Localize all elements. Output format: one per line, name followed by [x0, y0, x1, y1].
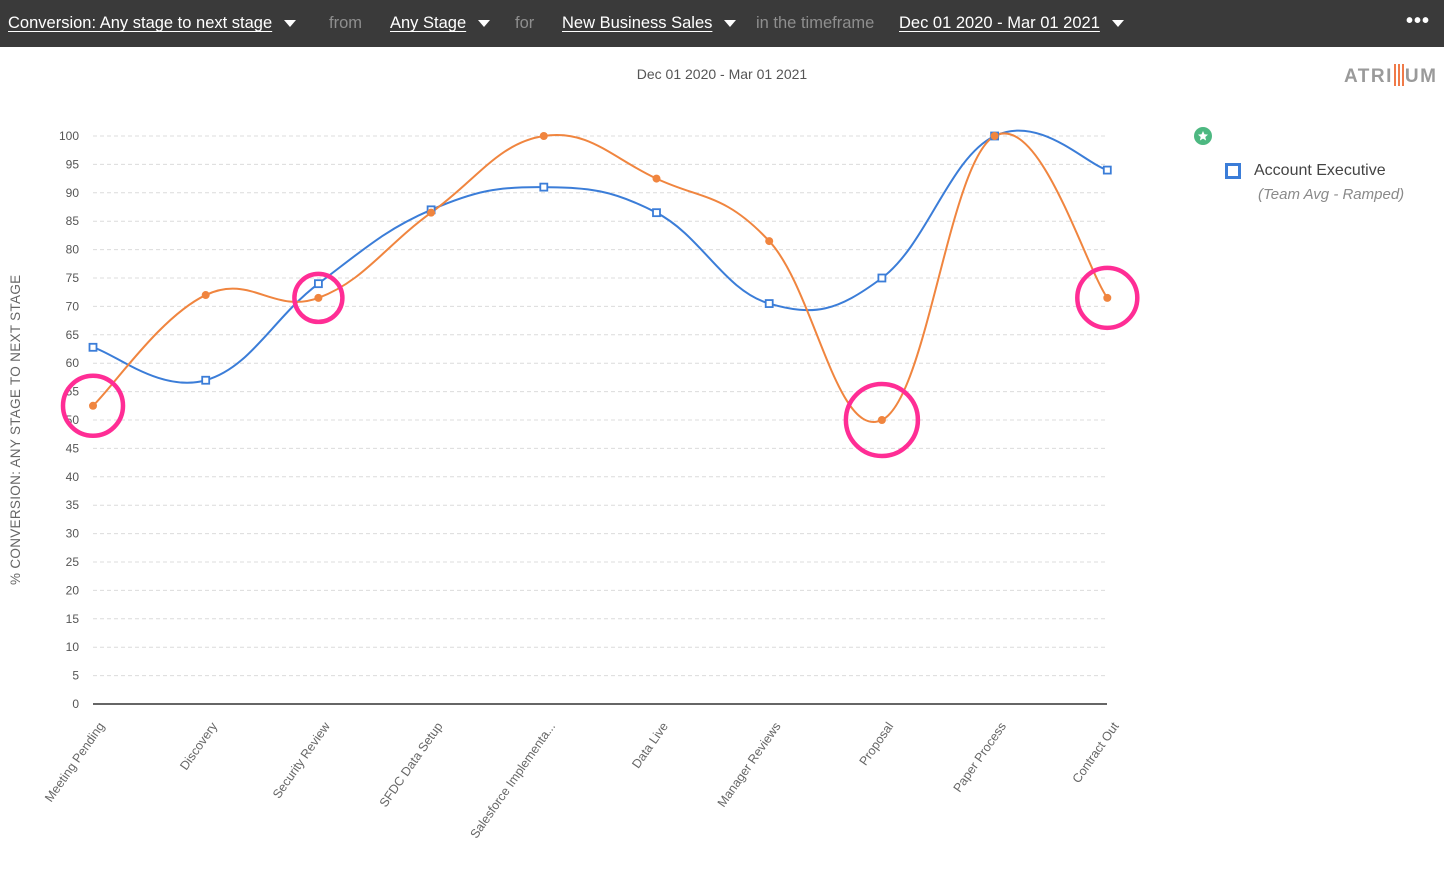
- team-average-point: [764, 299, 774, 308]
- timeframe-text: in the timeframe: [756, 14, 875, 32]
- team-average-point: [652, 208, 661, 218]
- logo-bar: [1397, 64, 1400, 86]
- team-average-line: [92, 129, 1108, 384]
- highlight-circle: [292, 271, 345, 325]
- y-tick-label: 35: [66, 498, 80, 512]
- metric-dropdown[interactable]: Conversion: Any stage to next stage: [8, 0, 297, 47]
- x-tick-label: Data Live: [629, 720, 671, 771]
- rep-point: [427, 208, 436, 217]
- chevron-down-icon[interactable]: [1111, 20, 1124, 27]
- y-tick-label: 65: [66, 328, 80, 342]
- x-tick-label: Security Review: [270, 719, 333, 801]
- chevron-down-icon[interactable]: [284, 20, 297, 27]
- y-tick-label: 90: [66, 186, 80, 200]
- rep-point: [877, 416, 886, 424]
- team-average-point: [877, 273, 887, 283]
- stage-dropdown[interactable]: Any Stage: [390, 0, 491, 47]
- from-text: from: [329, 14, 362, 32]
- for-text: for: [515, 14, 535, 32]
- y-tick-label: 10: [66, 640, 80, 654]
- x-tick-label: Contract Out: [1070, 719, 1122, 786]
- more-options-icon[interactable]: •••: [1405, 10, 1430, 32]
- y-tick-label: 45: [66, 441, 80, 455]
- rep-point: [990, 132, 999, 140]
- x-tick-label: SFDC Data Setup: [377, 720, 446, 810]
- y-tick-label: 30: [66, 527, 80, 541]
- team-label[interactable]: New Business Sales: [562, 14, 713, 32]
- x-tick-label: Discovery: [177, 719, 220, 773]
- y-tick-label: 95: [66, 157, 80, 171]
- rep-point: [89, 401, 97, 410]
- rep-point: [1103, 293, 1112, 302]
- atrium-logo: ATRI UM: [1344, 64, 1437, 88]
- filter-bar: Conversion: Any stage to next stage from…: [0, 0, 1444, 47]
- y-tick-label: 70: [66, 299, 80, 313]
- highlight-circle: [843, 381, 921, 459]
- legend-series-subtitle: (Team Avg - Ramped): [1258, 186, 1405, 203]
- team-average-point: [201, 375, 211, 385]
- rep-point: [539, 132, 548, 140]
- metric-label[interactable]: Conversion: Any stage to next stage: [8, 14, 273, 32]
- logo-text-end: UM: [1404, 66, 1438, 87]
- rep-point: [201, 291, 210, 300]
- y-tick-label: 60: [66, 356, 80, 370]
- team-average-point: [539, 182, 549, 192]
- chevron-down-icon[interactable]: [724, 20, 737, 27]
- y-tick-label: 100: [59, 129, 79, 143]
- chart-title: Dec 01 2020 - Mar 01 2021: [636, 66, 808, 82]
- y-tick-label: 15: [66, 612, 80, 626]
- y-tick-label: 75: [66, 271, 80, 285]
- x-tick-label: Salesforce Implementa...: [467, 720, 558, 841]
- legend-item-account-executive[interactable]: Account Executive: [1225, 162, 1386, 180]
- legend-series-name: Account Executive: [1254, 162, 1386, 179]
- y-tick-label: 80: [66, 243, 80, 257]
- y-tick-label: 5: [72, 669, 79, 683]
- legend-square-icon: [1225, 163, 1241, 179]
- rep-point: [765, 237, 774, 246]
- x-tick-label: Manager Reviews: [715, 720, 784, 810]
- y-tick-label: 25: [66, 555, 80, 569]
- x-tick-label: Paper Process: [951, 720, 1009, 795]
- logo-bar: [1393, 64, 1396, 86]
- team-dropdown[interactable]: New Business Sales: [562, 0, 737, 47]
- favorite-star-icon[interactable]: [1194, 127, 1212, 145]
- highlight-circle: [1075, 265, 1140, 331]
- team-average-point: [88, 342, 98, 352]
- x-tick-label: Meeting Pending: [42, 720, 107, 805]
- logo-bar: [1401, 64, 1404, 86]
- highlight-circle: [60, 373, 126, 439]
- team-average-point: [1102, 165, 1112, 175]
- date-range-label[interactable]: Dec 01 2020 - Mar 01 2021: [899, 14, 1100, 32]
- y-tick-label: 20: [66, 583, 80, 597]
- team-average-point: [313, 279, 323, 289]
- x-tick-label: Proposal: [857, 720, 897, 768]
- chevron-down-icon[interactable]: [478, 20, 491, 27]
- stage-label[interactable]: Any Stage: [390, 14, 467, 32]
- rep-point: [652, 174, 661, 183]
- rep-point: [314, 293, 323, 302]
- y-tick-label: 0: [72, 697, 79, 711]
- date-range-dropdown[interactable]: Dec 01 2020 - Mar 01 2021: [899, 0, 1124, 47]
- y-tick-label: 85: [66, 214, 80, 228]
- logo-text-start: ATRI: [1344, 66, 1393, 87]
- y-tick-label: 40: [66, 470, 80, 484]
